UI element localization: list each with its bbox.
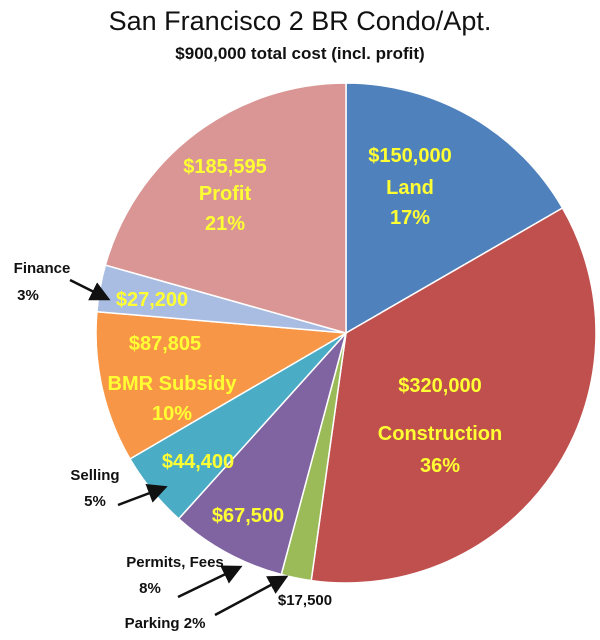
finance-value-label: $27,200 — [116, 289, 188, 311]
land-percent-label: 17% — [390, 207, 430, 229]
arrow-icon — [177, 565, 243, 599]
pie-slice-land — [345, 82, 564, 335]
bmr-subsidy-value-label: $87,805 — [129, 333, 201, 355]
profit-percent-label: 21% — [205, 213, 245, 235]
land-value-label: $150,000 — [368, 145, 451, 167]
chart-subtitle: $900,000 total cost (incl. profit) — [175, 44, 425, 63]
profit-name-label: Profit — [199, 183, 252, 205]
permits-fees-percent-label: 8% — [139, 580, 161, 597]
pie-slice-permits-fees — [177, 332, 347, 576]
bmr-subsidy-name-label: BMR Subsidy — [108, 373, 238, 395]
parking-percent-label: Parking 2% — [125, 615, 206, 632]
arrow-icon — [69, 278, 111, 301]
construction-name-label: Construction — [378, 423, 502, 445]
permits-fees-name-label: Permits, Fees — [126, 554, 224, 571]
chart-title: San Francisco 2 BR Condo/Apt. — [108, 6, 492, 36]
selling-name-label: Selling — [70, 467, 119, 484]
pie-slice-bmr-subsidy — [95, 310, 349, 460]
finance-percent-label: 3% — [17, 287, 39, 304]
arrow-icon — [214, 575, 289, 617]
pie-slice-profit — [104, 82, 347, 334]
profit-value-label: $185,595 — [183, 156, 266, 178]
construction-value-label: $320,000 — [398, 375, 481, 397]
finance-name-label: Finance — [14, 260, 71, 277]
selling-percent-label: 5% — [84, 493, 106, 510]
bmr-subsidy-percent-label: 10% — [152, 403, 192, 425]
selling-value-label: $44,400 — [162, 451, 234, 473]
land-name-label: Land — [386, 177, 434, 199]
arrow-icon — [117, 483, 168, 507]
pie-slice-construction — [310, 206, 597, 584]
parking-value-label: $17,500 — [278, 592, 332, 609]
construction-percent-label: 36% — [420, 455, 460, 477]
permits-fees-value-label: $67,500 — [212, 505, 284, 527]
